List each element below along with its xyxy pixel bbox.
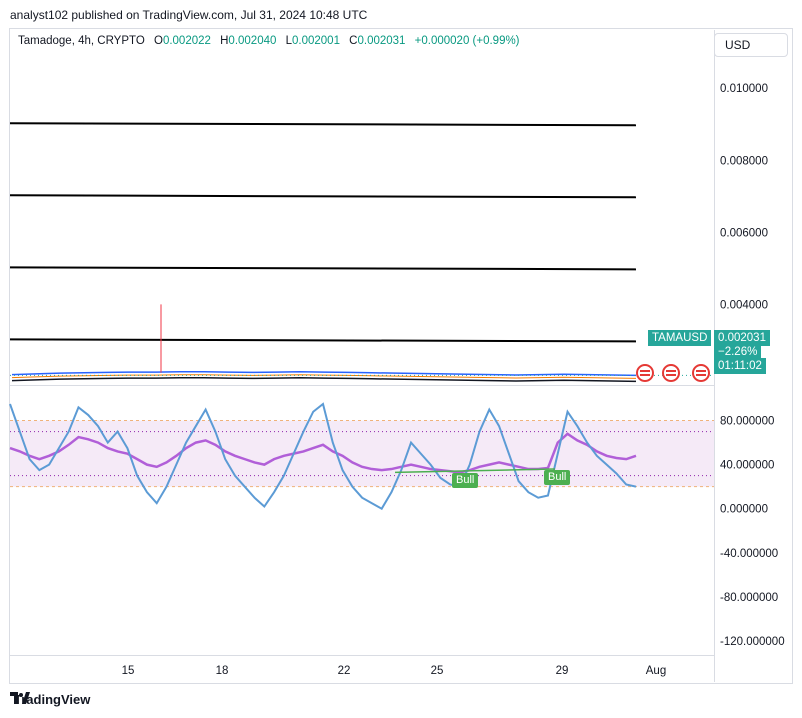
horizontal-level-line	[9, 194, 637, 199]
time-tick-label: 25	[431, 665, 444, 677]
high-value: 0.002040	[228, 35, 277, 47]
pane-separator	[10, 385, 714, 386]
oscillator-tick-label: -120.000000	[720, 636, 785, 648]
time-tick-label: 15	[122, 665, 135, 677]
chart-frame	[9, 28, 793, 684]
baseline-line	[11, 376, 637, 383]
high-label: H	[220, 35, 229, 47]
oscillator-tick-label: -80.000000	[720, 592, 778, 604]
publisher-line: analyst102 published on TradingView.com,…	[10, 8, 368, 22]
bull-label: Bull	[544, 470, 571, 485]
price-tick-label: 0.006000	[720, 227, 768, 239]
price-tick-label: 0.008000	[720, 155, 768, 167]
oscillator-tick-label: 0.000000	[720, 504, 768, 516]
low-label: L	[285, 35, 292, 47]
horizontal-level-line	[9, 122, 637, 127]
time-tick-label: Aug	[646, 665, 666, 677]
us-flag-icon[interactable]	[636, 364, 654, 382]
price-line	[11, 370, 637, 377]
change-pct-tag: −2.26%	[714, 344, 762, 360]
close-value: 0.002031	[357, 35, 406, 47]
time-tick-label: 22	[338, 665, 351, 677]
close-label: C	[349, 35, 358, 47]
us-flag-icon[interactable]	[662, 364, 680, 382]
oscillator-pane	[9, 402, 714, 511]
countdown-tag: 01:11:02	[714, 358, 766, 374]
us-flag-icon[interactable]	[692, 364, 710, 382]
change-value: +0.000020 (+0.99%)	[414, 35, 520, 47]
ticker-tag: TAMAUSD	[648, 330, 712, 346]
time-axis-separator	[10, 655, 714, 656]
oscillator-tick-label: 40.000000	[720, 460, 774, 472]
price-tick-label: 0.004000	[720, 299, 768, 311]
price-axis: 0.010000 0.008000 0.006000 0.004000 80.00000…	[720, 83, 785, 648]
low-value: 0.002001	[292, 35, 340, 47]
time-tick-label: 29	[556, 665, 569, 677]
last-price-tag: 0.002031	[714, 330, 770, 346]
chart-legend: Tamadoge, 4h, CRYPTO O0.002022 H0.002040…	[18, 35, 520, 47]
footer-brand: TradingView	[10, 692, 90, 707]
open-value: 0.002022	[162, 35, 211, 47]
oscillator-tick-label: -40.000000	[720, 548, 778, 560]
rsi-line	[9, 402, 637, 511]
symbol-label: Tamadoge, 4h, CRYPTO	[18, 35, 145, 47]
oscillator-tick-label: 80.000000	[720, 416, 774, 428]
bull-label: Bull	[452, 473, 479, 488]
price-tick-label: 0.010000	[720, 83, 768, 95]
rsi-band	[10, 420, 714, 487]
horizontal-level-line	[9, 266, 637, 271]
bull-divergence-line	[394, 468, 556, 474]
open-label: O	[153, 35, 163, 47]
main-pane	[9, 122, 714, 383]
moving-average-line	[11, 374, 637, 379]
footer-brand-text: TradingView	[14, 692, 91, 707]
horizontal-level-line	[9, 338, 637, 343]
currency-selector[interactable]: USD	[714, 33, 788, 57]
time-axis: 15 18 22 25 29 Aug	[122, 665, 667, 677]
time-tick-label: 18	[216, 665, 229, 677]
